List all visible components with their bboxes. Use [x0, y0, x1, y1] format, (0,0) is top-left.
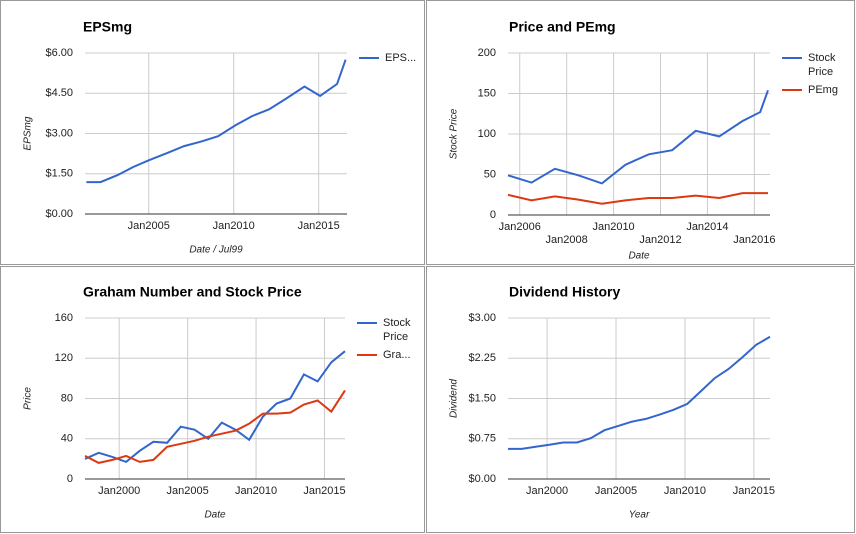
- y-tick-label: 0: [490, 209, 496, 221]
- chart-title: Dividend History: [509, 284, 620, 300]
- x-axis-title: Date / Jul99: [189, 245, 243, 256]
- x-tick-label: Jan2005: [167, 485, 209, 497]
- y-tick-label: $1.50: [468, 392, 496, 404]
- y-axis-title: EPSmg: [23, 116, 34, 150]
- y-tick-label: $3.00: [45, 127, 73, 139]
- series-line: [84, 389, 346, 464]
- x-axis-title: Date: [204, 510, 226, 521]
- y-tick-label: $1.50: [45, 168, 73, 180]
- x-tick-label: Jan2000: [526, 485, 568, 497]
- chart-title: Graham Number and Stock Price: [83, 284, 302, 300]
- x-tick-label: Jan2000: [98, 485, 140, 497]
- series-line: [507, 89, 769, 185]
- x-tick-label: Jan2012: [639, 234, 681, 246]
- y-tick-label: 120: [55, 352, 73, 364]
- y-tick-label: $0.00: [468, 473, 496, 485]
- x-tick-label: Jan2005: [128, 220, 170, 232]
- legend-label-line: Price: [808, 66, 833, 78]
- y-tick-label: $0.75: [468, 433, 496, 445]
- panel: [426, 0, 855, 265]
- series-line: [507, 192, 768, 205]
- series-line: [86, 59, 347, 184]
- y-tick-label: 150: [478, 87, 496, 99]
- chart-title: Price and PEmg: [509, 19, 616, 35]
- chart-title: EPSmg: [83, 19, 132, 35]
- y-axis-title: Price: [23, 387, 34, 410]
- legend-label: Stock Price: [808, 52, 839, 78]
- x-tick-label: Jan2016: [733, 234, 775, 246]
- y-tick-label: $4.50: [45, 87, 73, 99]
- panel: [0, 266, 425, 533]
- y-tick-label: 40: [61, 433, 73, 445]
- y-tick-label: 50: [484, 168, 496, 180]
- x-tick-label: Jan2010: [213, 220, 255, 232]
- legend-label-line: Stock: [383, 317, 414, 329]
- y-axis-title: Stock Price: [449, 108, 460, 159]
- y-tick-label: 80: [61, 392, 73, 404]
- legend-label: Stock Price: [383, 317, 414, 343]
- series-line: [84, 350, 346, 464]
- panel: [426, 266, 855, 533]
- y-tick-label: 160: [55, 312, 73, 324]
- x-tick-label: Jan2005: [595, 485, 637, 497]
- x-axis-title: Year: [629, 510, 650, 521]
- y-tick-label: $2.25: [468, 352, 496, 364]
- legend-label: Gra...: [383, 349, 411, 361]
- x-tick-label: Jan2010: [235, 485, 277, 497]
- y-tick-label: $3.00: [468, 312, 496, 324]
- y-tick-label: $0.00: [45, 208, 73, 220]
- y-tick-label: $6.00: [45, 47, 73, 59]
- x-tick-label: Jan2015: [303, 485, 345, 497]
- legend-label-line: Stock: [808, 52, 839, 64]
- legend-label: PEmg: [808, 84, 838, 96]
- legend-label-line: Price: [383, 331, 408, 343]
- x-tick-label: Jan2015: [298, 220, 340, 232]
- x-tick-label: Jan2008: [546, 234, 588, 246]
- y-axis-title: Dividend: [449, 379, 460, 418]
- y-tick-label: 100: [478, 128, 496, 140]
- panel: [0, 0, 425, 265]
- series-line: [508, 335, 771, 450]
- x-tick-label: Jan2014: [686, 221, 728, 233]
- legend-label: EPS...: [385, 52, 416, 64]
- x-tick-label: Jan2010: [592, 221, 634, 233]
- y-tick-label: 0: [67, 473, 73, 485]
- x-tick-label: Jan2010: [664, 485, 706, 497]
- x-tick-label: Jan2015: [733, 485, 775, 497]
- y-tick-label: 200: [478, 47, 496, 59]
- x-axis-title: Date: [628, 251, 650, 262]
- x-tick-label: Jan2006: [499, 221, 541, 233]
